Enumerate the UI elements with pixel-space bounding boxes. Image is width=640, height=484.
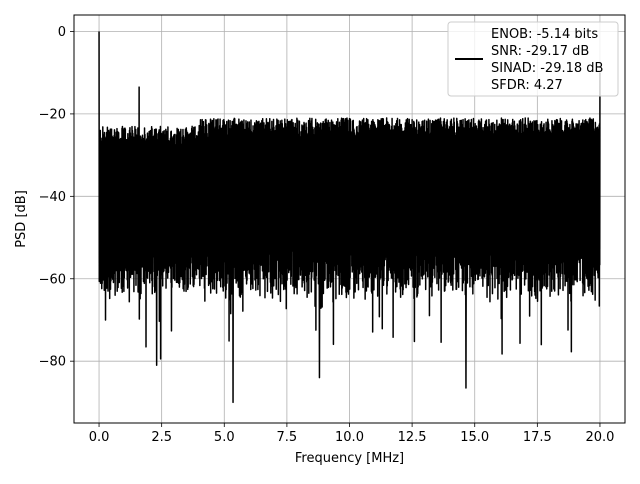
legend-line-sinad: SINAD: -29.18 dB: [491, 61, 603, 76]
x-axis-label: Frequency [MHz]: [295, 451, 404, 466]
y-tick-label: −80: [39, 355, 66, 370]
legend-line-enob: ENOB: -5.14 bits: [491, 27, 598, 42]
x-tick-label: 0.0: [89, 430, 110, 445]
x-tick-label: 12.5: [398, 430, 427, 445]
y-tick-label: −20: [39, 107, 66, 122]
y-axis-label: PSD [dB]: [14, 190, 29, 248]
x-tick-label: 5.0: [214, 430, 235, 445]
legend-line-snr: SNR: -29.17 dB: [491, 44, 589, 59]
y-tick-label: −60: [39, 272, 66, 287]
y-tick-label: 0: [58, 25, 66, 40]
x-tick-label: 10.0: [335, 430, 364, 445]
x-tick-label: 7.5: [277, 430, 298, 445]
legend: ENOB: -5.14 bits SNR: -29.17 dB SINAD: -…: [448, 22, 618, 96]
x-tick-label: 20.0: [585, 430, 614, 445]
legend-line-sfdr: SFDR: 4.27: [491, 78, 563, 93]
x-tick-label: 15.0: [460, 430, 489, 445]
y-tick-label: −40: [39, 190, 66, 205]
x-tick-label: 2.5: [151, 430, 172, 445]
x-tick-label: 17.5: [523, 430, 552, 445]
